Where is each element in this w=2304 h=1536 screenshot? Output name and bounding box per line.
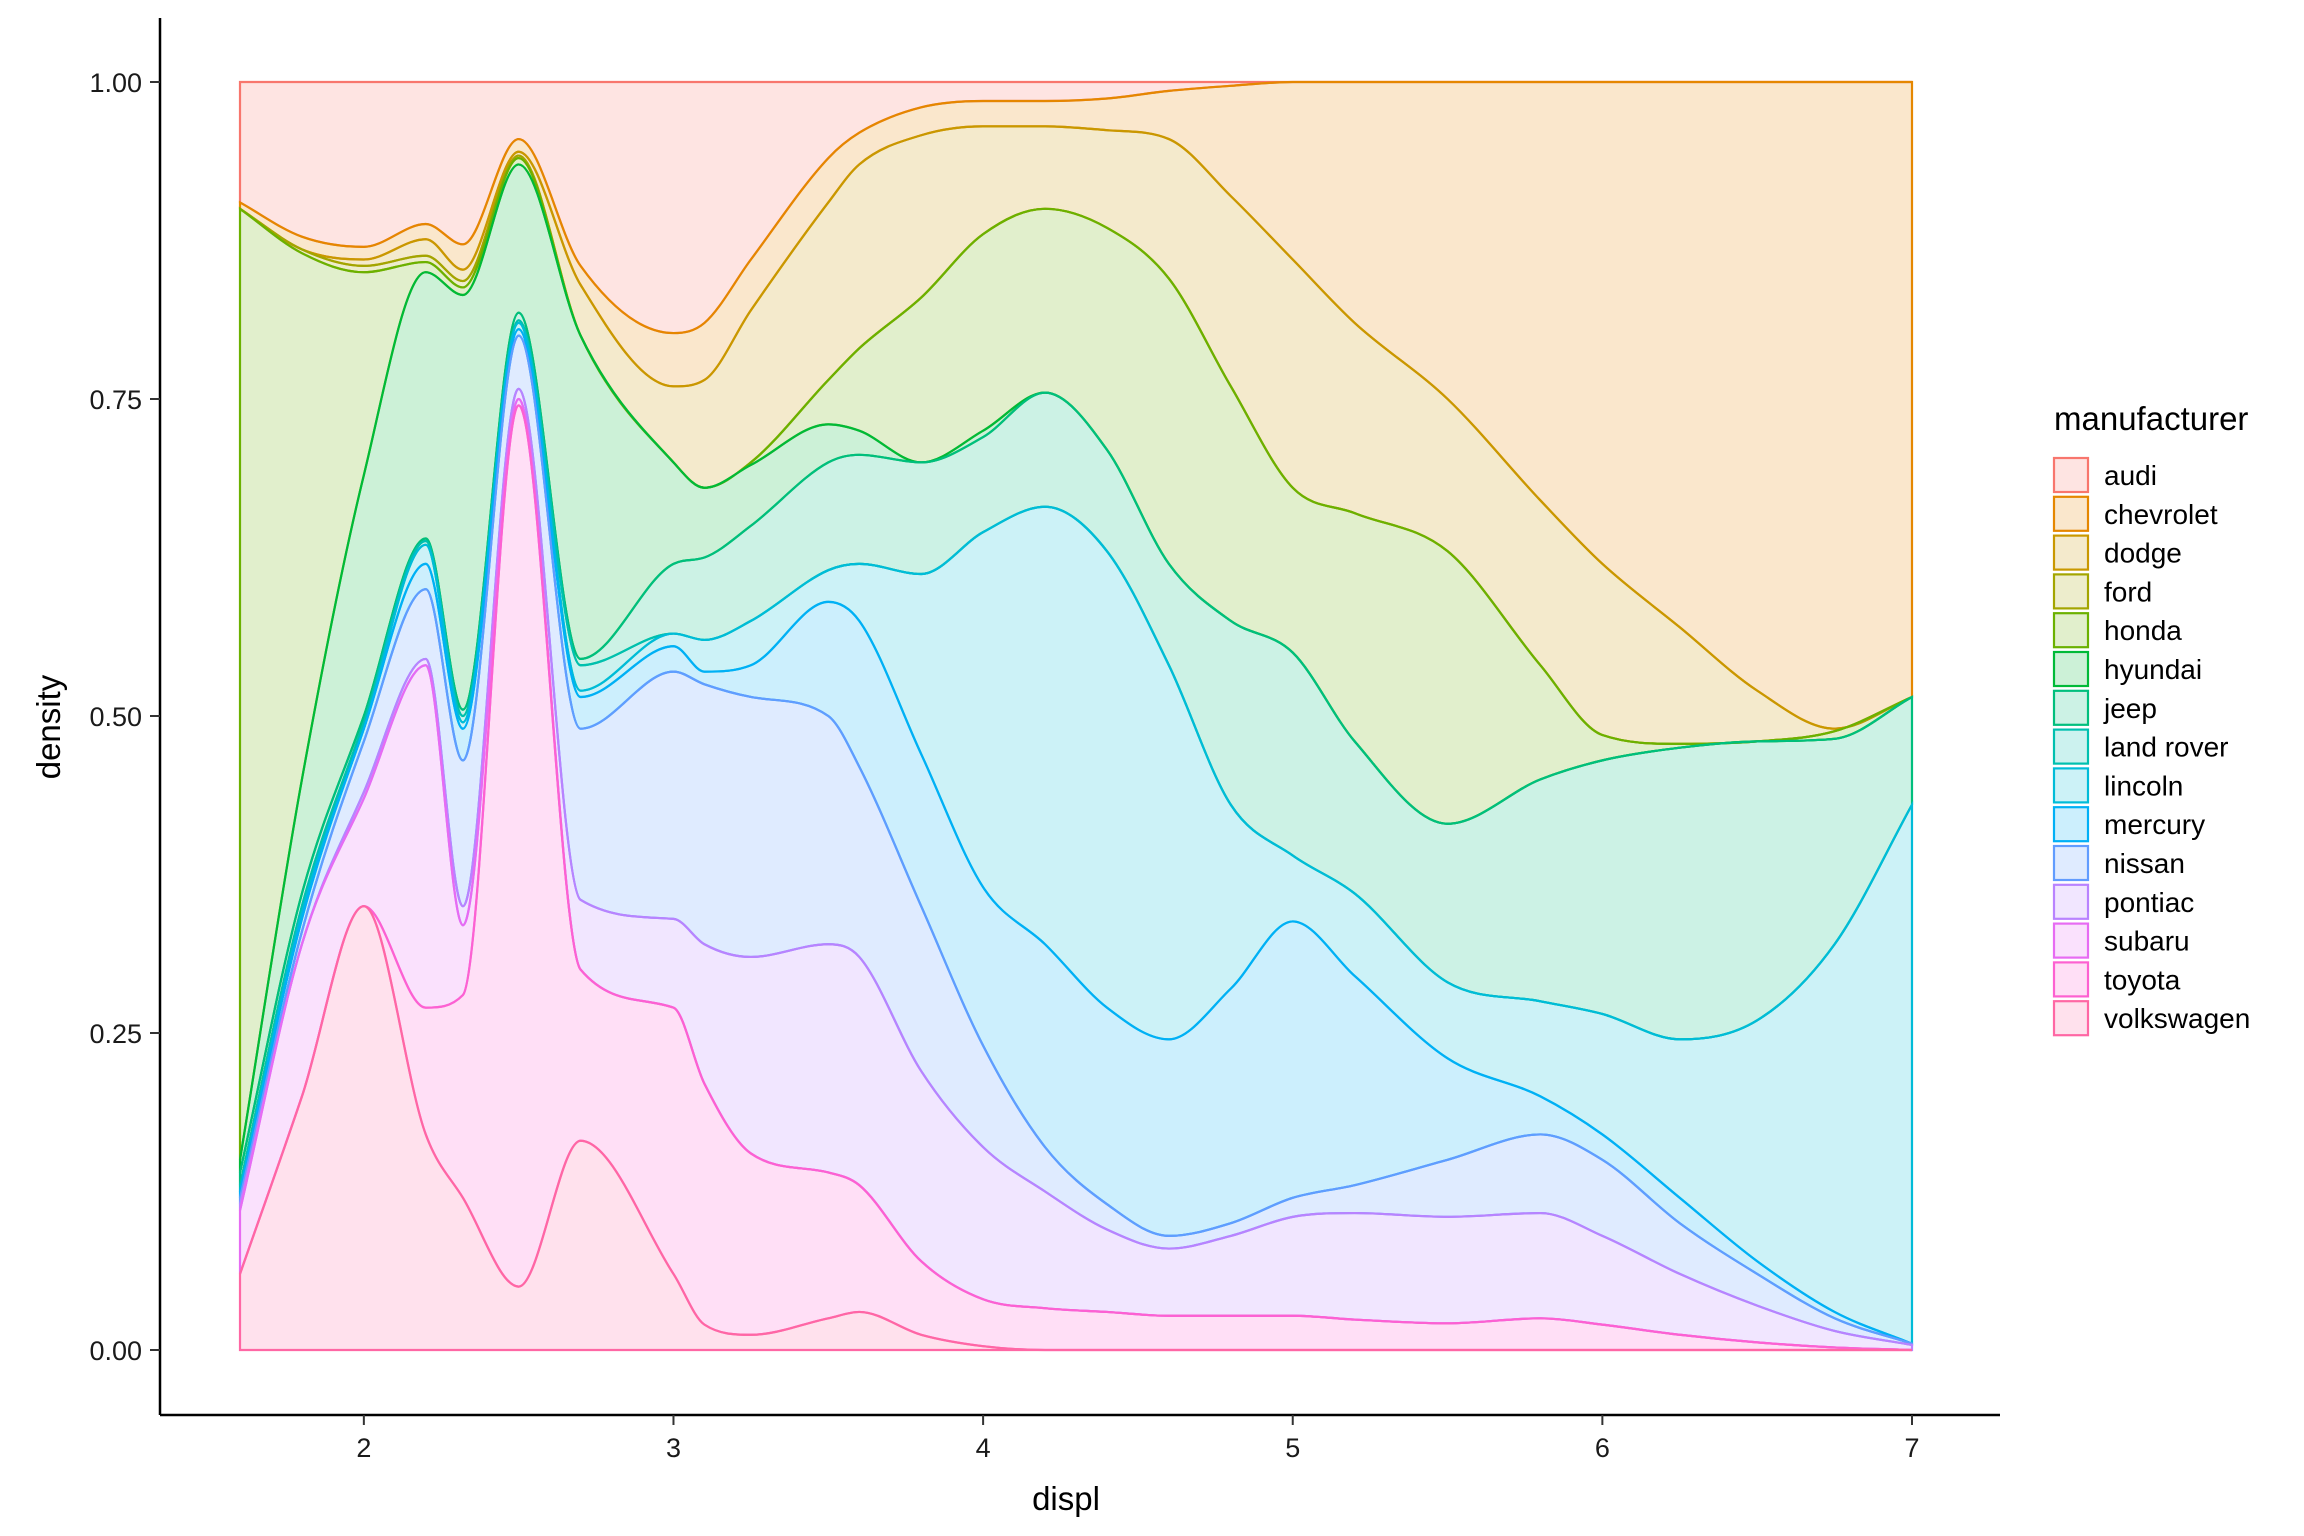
legend-key-honda <box>2052 612 2090 649</box>
legend-label-subaru: subaru <box>2104 926 2190 957</box>
legend-label-nissan: nissan <box>2104 848 2185 879</box>
legend-label-audi: audi <box>2104 460 2157 491</box>
x-tick-label: 7 <box>1904 1433 1919 1463</box>
area-jeep <box>240 312 1912 1186</box>
legend-label-hyundai: hyundai <box>2104 654 2202 685</box>
y-tick-label: 0.75 <box>89 385 142 415</box>
legend-label-lincoln: lincoln <box>2104 770 2183 801</box>
area-volkswagen <box>240 906 1912 1350</box>
legend-key-audi <box>2052 456 2090 494</box>
density-areas <box>238 80 1914 1352</box>
x-tick-label: 3 <box>666 1433 681 1463</box>
x-tick-label: 5 <box>1285 1433 1300 1463</box>
legend-key-volkswagen <box>2052 1000 2090 1037</box>
area-toyota <box>240 405 1912 1351</box>
legend-key-land-rover <box>2052 728 2090 765</box>
legend-label-volkswagen: volkswagen <box>2104 1003 2250 1034</box>
y-tick-label: 0.50 <box>89 702 142 732</box>
x-axis-title: displ <box>1032 1480 1100 1517</box>
x-tick-label: 4 <box>976 1433 991 1463</box>
legend-title: manufacturer <box>2054 400 2248 437</box>
outline-volkswagen <box>238 905 1913 1352</box>
legend-key-pontiac <box>2052 883 2090 920</box>
legend-label-pontiac: pontiac <box>2104 887 2194 918</box>
axes: 2 3 4 5 6 7 0.00 0.25 0.50 0.75 1.00 <box>89 18 2000 1463</box>
legend-key-subaru <box>2052 922 2090 959</box>
area-audi <box>240 82 1912 334</box>
legend-label-dodge: dodge <box>2104 538 2182 569</box>
legend-label-land-rover: land rover <box>2104 732 2229 763</box>
legend-label-jeep: jeep <box>2103 693 2157 724</box>
legend-key-mercury <box>2052 806 2090 843</box>
area-dodge <box>240 126 1912 744</box>
legend-key-jeep <box>2052 689 2090 726</box>
legend-label-toyota: toyota <box>2104 964 2181 995</box>
legend-label-honda: honda <box>2104 615 2182 646</box>
area-mercury <box>240 329 1912 1344</box>
y-axis-title: density <box>30 674 67 779</box>
x-tick-label: 6 <box>1595 1433 1610 1463</box>
x-tick-label: 2 <box>356 1433 371 1463</box>
y-tick-label: 0.25 <box>89 1019 142 1049</box>
legend-key-ford <box>2052 573 2090 610</box>
legend-label-chevrolet: chevrolet <box>2104 499 2218 530</box>
legend-key-lincoln <box>2052 767 2090 804</box>
legend-label-ford: ford <box>2104 576 2152 607</box>
legend-label-mercury: mercury <box>2104 809 2205 840</box>
y-tick-label: 0.00 <box>89 1336 142 1366</box>
legend-key-nissan <box>2052 844 2090 882</box>
y-tick-label: 1.00 <box>89 68 142 98</box>
legend-key-dodge <box>2052 534 2090 571</box>
legend-key-toyota <box>2052 961 2090 998</box>
area-chevrolet <box>240 82 1912 729</box>
area-nissan <box>240 335 1912 1345</box>
legend: manufacturer audi chevrolet dodge ford honda… <box>2052 400 2250 1037</box>
legend-key-hyundai <box>2052 650 2090 688</box>
area-lincoln <box>240 322 1912 1344</box>
area-honda <box>240 158 1912 1160</box>
legend-key-chevrolet <box>2052 495 2090 532</box>
